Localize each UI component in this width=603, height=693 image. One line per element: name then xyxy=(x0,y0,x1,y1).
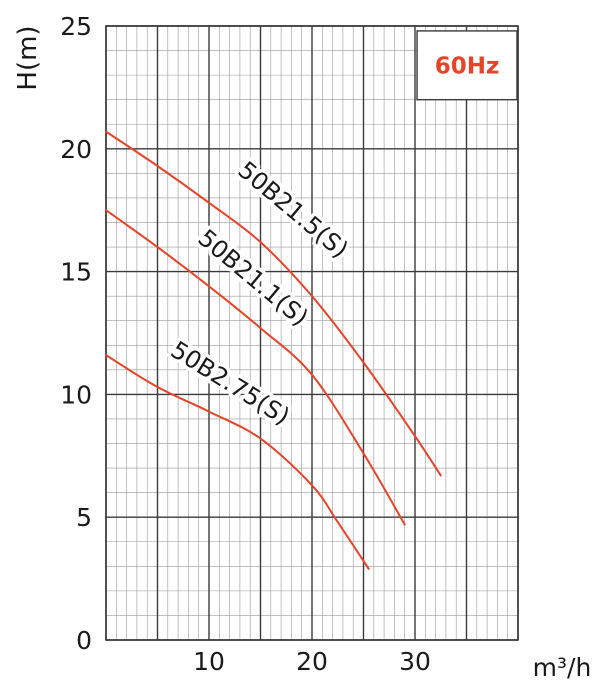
x-axis-label: m³/h xyxy=(533,653,592,682)
major-grid xyxy=(105,25,519,641)
x-tick-label: 10 xyxy=(193,647,225,676)
series-line-2 xyxy=(105,209,406,526)
y-axis-label: H(m) xyxy=(13,25,43,90)
x-tick-label: 30 xyxy=(399,647,431,676)
y-tick-label: 5 xyxy=(76,503,92,532)
series-line-3 xyxy=(105,354,370,570)
series-label-1: 50B21.5(S) xyxy=(233,156,354,264)
frequency-badge: 60Hz xyxy=(416,30,518,101)
series-line-1 xyxy=(105,130,442,477)
series-layer xyxy=(105,130,442,570)
series-labels: 50B21.5(S)50B21.1(S)50B2.75(S) xyxy=(162,152,357,434)
series-label-3: 50B2.75(S) xyxy=(166,336,295,431)
badge-box xyxy=(416,30,518,101)
plot-frame xyxy=(105,25,519,641)
y-tick-label: 0 xyxy=(76,626,92,655)
x-tick-label: 20 xyxy=(296,647,328,676)
axes: 0 5 10 15 20 25 10 20 30 H(m) m³/h xyxy=(13,12,591,682)
y-tick-label: 10 xyxy=(60,380,92,409)
y-tick-label: 20 xyxy=(60,135,92,164)
y-tick-label: 25 xyxy=(60,12,92,41)
badge-text: 60Hz xyxy=(435,53,500,79)
minor-grid xyxy=(106,26,518,640)
y-tick-label: 15 xyxy=(60,258,92,287)
